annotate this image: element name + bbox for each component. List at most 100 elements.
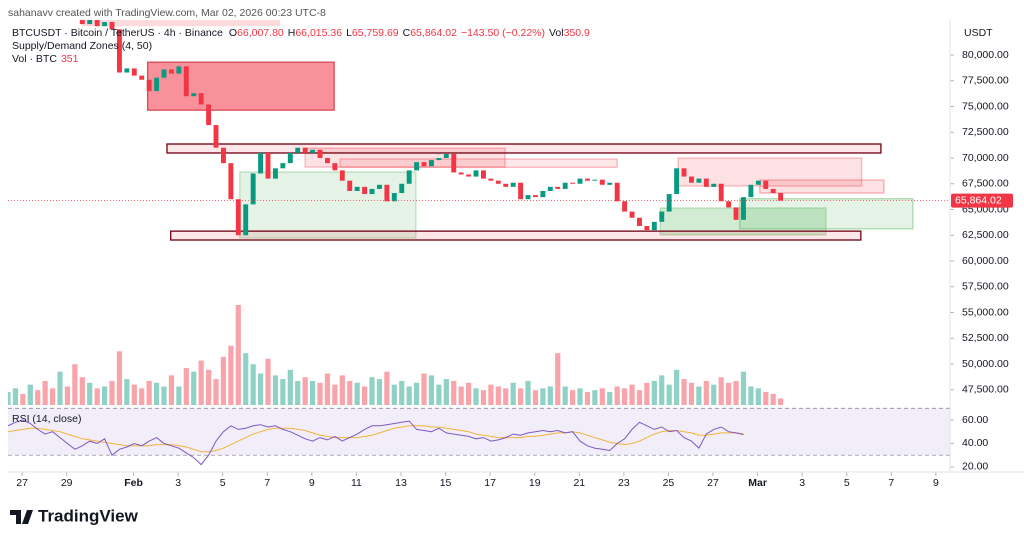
candle-body [443,153,449,159]
volume-bar [101,386,108,405]
candle-body [161,69,167,78]
x-tick-label: 3 [799,477,805,489]
volume-bar [295,380,301,405]
candle-body [131,68,137,76]
volume-bar [480,390,487,405]
candle-body [206,104,212,126]
volume-bar [703,380,709,405]
volume-bar [503,388,509,405]
candle-body [347,180,353,191]
volume-bar [168,375,175,405]
candle-body [265,152,271,179]
volume-bar [205,369,212,405]
volume-bar [733,380,739,405]
volume-title: Vol · BTC [12,53,57,65]
candle-body [674,168,680,195]
volume-bar [755,388,761,405]
volume-bar [711,384,717,405]
y-tick-label: 67,500.00 [962,178,1009,190]
candle-body [592,179,598,181]
candle-body [763,180,769,189]
volume-bar [324,373,331,405]
volume-bar [302,377,308,405]
x-tick-label: Mar [748,477,767,489]
candle-body [391,193,397,202]
volume-bar [421,373,427,405]
volume-title: Vol · BTC 351 [12,53,79,65]
candle-body [711,183,717,187]
candle-body [228,163,234,200]
candle-body [116,29,122,73]
y-tick-label: 50,000.00 [962,358,1009,370]
volume-bar [488,384,494,405]
candle-body [733,207,739,220]
volume-bar [280,379,286,405]
candle-body [473,170,479,177]
volume-bar [473,388,479,405]
volume-bar [465,382,472,405]
volume-bar [458,386,464,405]
volume-bar [718,377,724,405]
rsi-tick-label: 20.00 [962,461,988,473]
candle-body [555,186,561,189]
volume-bar [443,379,449,405]
candles [79,20,784,236]
zone [169,230,862,241]
candle-body [220,147,226,164]
candle-body [651,221,657,231]
ohlc-value: 65,759.69 [352,27,399,39]
candle-body [384,184,390,202]
volume-bar [696,386,702,405]
candle-body [585,178,590,181]
volume-bar [451,380,457,405]
volume-bar [607,392,613,405]
ohlc-key: O [229,27,237,39]
volume-bar [257,373,264,405]
volume-bar [153,382,160,405]
volume-bar [347,380,353,405]
volume-bar [666,384,672,405]
rsi-band [8,408,950,456]
ohlc-key: C [403,27,411,39]
volume-bar [584,392,591,405]
candle-body [183,66,189,97]
volume [8,305,784,405]
volume-bar [510,382,516,405]
volume-bar [309,380,316,405]
volume-bar [763,392,769,405]
volume-bar [42,380,48,405]
candle-body [139,75,145,80]
candle-body [718,183,724,202]
candle-body [466,174,472,177]
volume-value: 351 [61,53,79,65]
volume-bar [124,379,130,405]
volume-bar [220,356,227,405]
volume-bar [399,380,405,405]
volume-bar [726,382,732,405]
volume-bar [681,379,687,405]
y-tick-label: 62,500.00 [962,229,1009,241]
x-tick-label: 23 [618,477,630,489]
candle-body [510,182,516,187]
candle-body [770,188,776,194]
candle-body [102,22,108,27]
x-tick-label: 13 [395,477,407,489]
volume-bar [770,393,776,405]
candle-body [681,168,687,177]
candle-body [354,186,360,191]
logo-text: TradingView [38,506,139,525]
x-tick-label: 25 [663,477,675,489]
candle-body [362,186,368,195]
zone [166,143,882,154]
volume-bar [748,386,754,405]
candle-body [741,197,746,220]
candle-body [317,149,323,159]
candle-body [280,163,286,169]
ohlc-value: 66,015.36 [295,27,342,39]
volume-bar [287,369,293,405]
volume-bar [49,388,56,405]
volume-bar [562,386,568,405]
volume-bar [495,386,501,405]
price-tag-label: 65,864.02 [955,194,1002,206]
candle-body [436,158,442,161]
